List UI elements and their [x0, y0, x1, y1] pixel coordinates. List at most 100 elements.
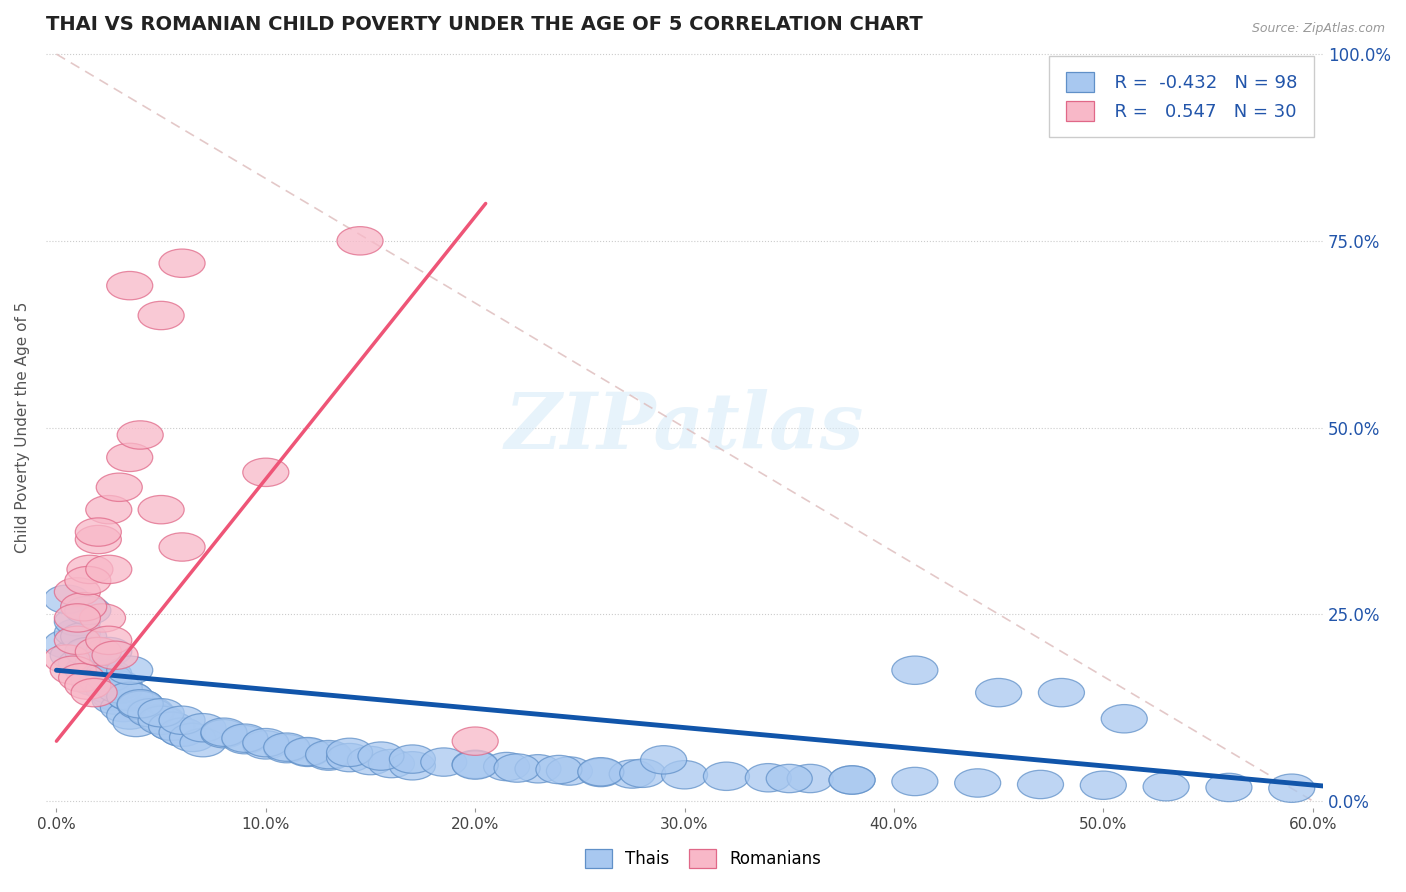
Ellipse shape — [1143, 772, 1189, 801]
Ellipse shape — [891, 656, 938, 684]
Ellipse shape — [1206, 773, 1251, 802]
Ellipse shape — [830, 766, 875, 794]
Ellipse shape — [80, 604, 125, 632]
Ellipse shape — [96, 473, 142, 501]
Ellipse shape — [128, 698, 174, 725]
Ellipse shape — [326, 739, 373, 766]
Ellipse shape — [96, 674, 142, 703]
Ellipse shape — [55, 619, 100, 647]
Ellipse shape — [86, 674, 132, 703]
Ellipse shape — [55, 607, 100, 636]
Ellipse shape — [243, 458, 288, 486]
Ellipse shape — [830, 766, 875, 794]
Ellipse shape — [107, 271, 153, 300]
Ellipse shape — [787, 764, 834, 793]
Text: ZIPatlas: ZIPatlas — [505, 389, 865, 466]
Ellipse shape — [86, 555, 132, 583]
Ellipse shape — [55, 626, 100, 655]
Ellipse shape — [515, 755, 561, 783]
Ellipse shape — [51, 656, 96, 684]
Ellipse shape — [420, 747, 467, 776]
Ellipse shape — [96, 671, 142, 699]
Ellipse shape — [128, 698, 174, 727]
Ellipse shape — [138, 495, 184, 524]
Ellipse shape — [766, 764, 813, 793]
Ellipse shape — [1268, 774, 1315, 803]
Ellipse shape — [117, 691, 163, 720]
Ellipse shape — [138, 301, 184, 330]
Ellipse shape — [117, 690, 163, 718]
Ellipse shape — [159, 533, 205, 561]
Ellipse shape — [264, 734, 309, 763]
Ellipse shape — [51, 641, 96, 670]
Ellipse shape — [494, 754, 540, 782]
Ellipse shape — [117, 421, 163, 450]
Ellipse shape — [337, 227, 382, 255]
Ellipse shape — [305, 742, 352, 771]
Ellipse shape — [159, 718, 205, 747]
Text: Source: ZipAtlas.com: Source: ZipAtlas.com — [1251, 22, 1385, 36]
Ellipse shape — [112, 708, 159, 737]
Ellipse shape — [138, 698, 184, 727]
Ellipse shape — [55, 578, 100, 606]
Ellipse shape — [86, 664, 132, 692]
Ellipse shape — [159, 249, 205, 277]
Ellipse shape — [201, 718, 247, 747]
Ellipse shape — [620, 759, 665, 788]
Ellipse shape — [347, 747, 394, 775]
Ellipse shape — [65, 671, 111, 699]
Ellipse shape — [662, 761, 707, 789]
Y-axis label: Child Poverty Under the Age of 5: Child Poverty Under the Age of 5 — [15, 301, 30, 553]
Ellipse shape — [326, 743, 373, 772]
Ellipse shape — [91, 682, 138, 711]
Ellipse shape — [149, 712, 194, 740]
Ellipse shape — [100, 693, 146, 722]
Ellipse shape — [578, 758, 624, 787]
Ellipse shape — [536, 756, 582, 784]
Ellipse shape — [107, 682, 153, 711]
Ellipse shape — [745, 764, 792, 792]
Ellipse shape — [44, 585, 90, 614]
Ellipse shape — [284, 738, 330, 766]
Ellipse shape — [80, 660, 125, 688]
Ellipse shape — [305, 740, 352, 769]
Ellipse shape — [609, 760, 655, 789]
Ellipse shape — [76, 518, 121, 546]
Ellipse shape — [1039, 679, 1084, 706]
Ellipse shape — [138, 705, 184, 733]
Ellipse shape — [159, 718, 205, 747]
Ellipse shape — [60, 623, 107, 651]
Ellipse shape — [149, 712, 194, 740]
Ellipse shape — [76, 638, 121, 665]
Ellipse shape — [65, 638, 111, 665]
Ellipse shape — [86, 495, 132, 524]
Ellipse shape — [91, 641, 138, 670]
Ellipse shape — [117, 690, 163, 718]
Ellipse shape — [368, 749, 415, 778]
Ellipse shape — [389, 752, 436, 780]
Ellipse shape — [60, 592, 107, 621]
Ellipse shape — [547, 756, 592, 785]
Ellipse shape — [91, 686, 138, 714]
Ellipse shape — [243, 731, 288, 759]
Ellipse shape — [65, 656, 111, 684]
Ellipse shape — [72, 667, 117, 696]
Legend:   R =  -0.432   N = 98,   R =   0.547   N = 30: R = -0.432 N = 98, R = 0.547 N = 30 — [1049, 55, 1315, 137]
Ellipse shape — [59, 648, 104, 677]
Ellipse shape — [76, 648, 121, 677]
Ellipse shape — [107, 443, 153, 472]
Ellipse shape — [86, 638, 132, 665]
Ellipse shape — [65, 566, 111, 595]
Ellipse shape — [641, 746, 686, 774]
Ellipse shape — [222, 724, 269, 752]
Ellipse shape — [453, 751, 498, 780]
Ellipse shape — [76, 525, 121, 554]
Ellipse shape — [359, 742, 404, 771]
Ellipse shape — [201, 720, 247, 747]
Ellipse shape — [67, 638, 112, 665]
Ellipse shape — [976, 679, 1022, 706]
Ellipse shape — [86, 671, 132, 699]
Ellipse shape — [891, 767, 938, 796]
Ellipse shape — [180, 714, 226, 742]
Ellipse shape — [55, 604, 100, 632]
